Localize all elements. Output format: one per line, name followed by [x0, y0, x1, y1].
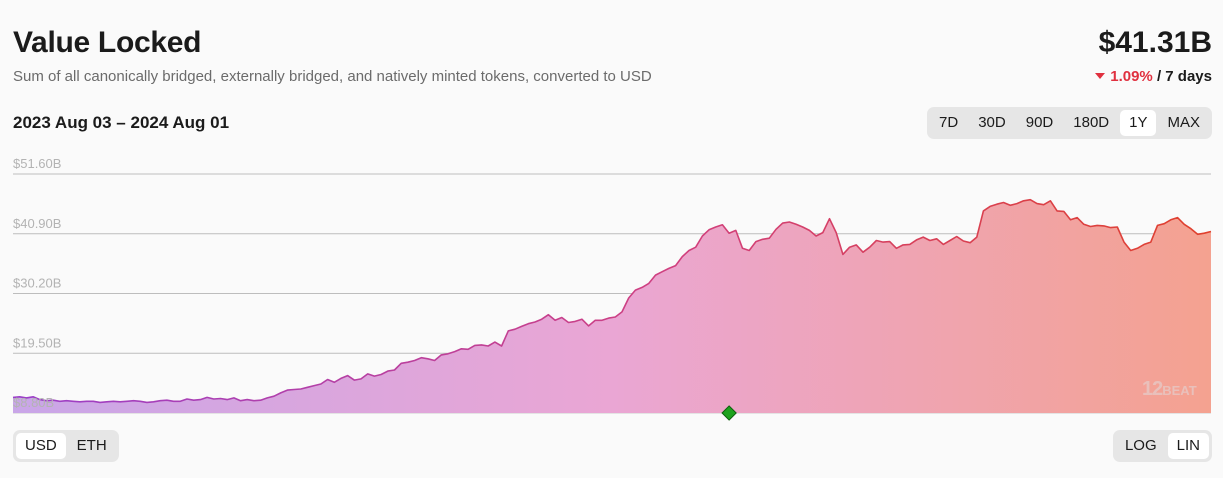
time-range-selector: 7D 30D 90D 180D 1Y MAX [927, 107, 1212, 139]
time-option-max[interactable]: MAX [1167, 114, 1200, 131]
y-tick-label: $30.20B [13, 276, 61, 291]
diamond-marker-icon[interactable] [721, 405, 737, 421]
page-title: Value Locked [13, 26, 202, 59]
y-axis-ticks: $8.80B $19.50B $30.20B $40.90B $51.60B [13, 156, 61, 410]
time-option-180d[interactable]: 180D [1073, 114, 1110, 131]
time-option-30d[interactable]: 30D [978, 114, 1006, 131]
y-tick-label: $51.60B [13, 156, 61, 171]
chart-marker[interactable] [721, 405, 737, 421]
change-period: / 7 days [1156, 68, 1212, 85]
l2beat-watermark-logo: 12BEAT [1142, 378, 1197, 400]
time-option-1y[interactable]: 1Y [1120, 110, 1157, 136]
change-percent: 1.09% [1110, 68, 1153, 85]
page-subtitle: Sum of all canonically bridged, external… [13, 68, 652, 85]
time-option-90d[interactable]: 90D [1025, 114, 1054, 131]
y-tick-label: $8.80B [13, 395, 54, 410]
value-line [12, 198, 1212, 404]
scale-selector: LOG LIN [1112, 430, 1212, 462]
currency-option-usd[interactable]: USD [16, 433, 66, 459]
currency-option-eth[interactable]: ETH [76, 437, 107, 454]
currency-selector: USD ETH [13, 430, 119, 462]
value-area [13, 199, 1211, 413]
y-tick-label: $40.90B [13, 216, 61, 231]
time-option-7d[interactable]: 7D [939, 114, 959, 131]
scale-option-log[interactable]: LOG [1124, 437, 1157, 454]
change-indicator: 1.09% / 7 days [1095, 68, 1212, 85]
date-range: 2023 Aug 03 – 2024 Aug 01 [13, 113, 230, 132]
total-value: $41.31B [1098, 26, 1212, 59]
scale-option-lin[interactable]: LIN [1167, 433, 1209, 459]
y-tick-label: $19.50B [13, 335, 61, 350]
triangle-down-icon [1095, 73, 1106, 79]
